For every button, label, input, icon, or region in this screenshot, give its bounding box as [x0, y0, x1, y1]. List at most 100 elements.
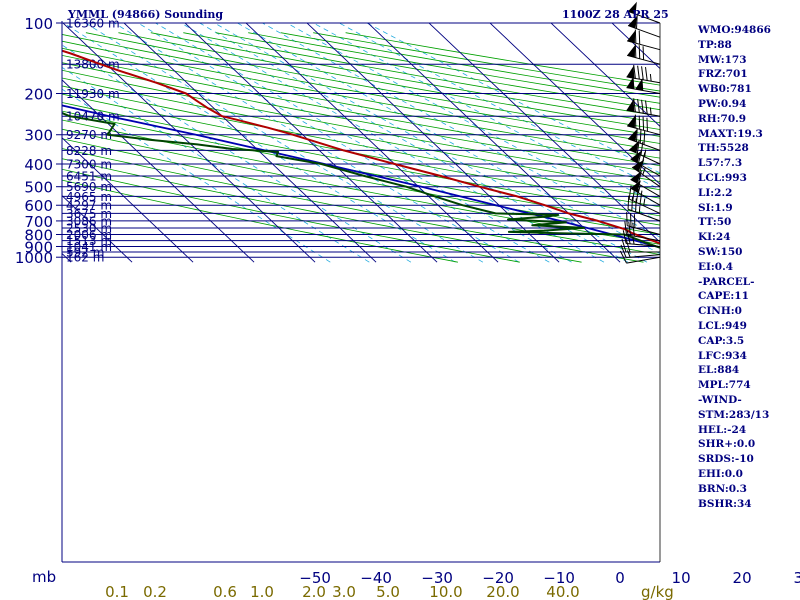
wind-barb-pennant	[626, 76, 635, 89]
height-label: 2006 m	[66, 228, 112, 242]
wind-barb-half-flag	[649, 107, 652, 115]
height-label: 16360 m	[66, 17, 120, 31]
mixing-ratio-line	[85, 23, 484, 263]
isotherm-line	[0, 21, 10, 262]
isotherm-line	[62, 23, 316, 263]
dry-adiabat-line	[62, 110, 660, 226]
wind-barb-staff	[627, 125, 661, 136]
wind-barb-staff	[627, 25, 661, 38]
wind-barb-flag	[628, 221, 631, 236]
pressure-tick-label: 1000	[15, 249, 53, 267]
dry-adiabat-line	[62, 93, 660, 208]
pressure-tick-label: 500	[24, 179, 53, 197]
height-label: 2530 m	[66, 221, 112, 235]
wind-barb	[627, 15, 661, 38]
height-label: 7300 m	[66, 158, 112, 172]
height-label: 162 m	[66, 251, 104, 265]
index-item: CINH:0	[698, 305, 742, 318]
wind-barb-flag	[637, 65, 640, 80]
mixing-ratio-line	[366, 23, 660, 174]
mixing-ratio-unit: g/kg	[641, 583, 674, 600]
index-item: BSHR:34	[698, 497, 752, 510]
isotherm-line	[245, 23, 499, 263]
wind-barb	[626, 76, 661, 94]
mixing-ratio-line	[286, 23, 660, 223]
pressure-tick-label: 100	[24, 15, 53, 33]
temperature-tick-label: −20	[482, 569, 514, 587]
isotherm-lines	[0, 21, 660, 263]
index-item: SI:1.9	[698, 201, 733, 214]
wind-barb-half-flag	[643, 198, 646, 206]
height-labels: 16360 m 13800 m 11930 m 10470 m 9270 m 8228 m…	[66, 17, 120, 265]
mixing-ratio-axis: 0.1 0.2 0.6 1.0 2.0 3.0 5.0 10.0 20.0 40.0 g/kg	[105, 583, 674, 600]
temperature-tick-label: −10	[543, 569, 575, 587]
wind-barb-flag	[620, 244, 627, 258]
mixing-ratio-line	[199, 23, 629, 263]
temperature-axis: −50−40−30−20−10010203040	[299, 569, 800, 587]
mixing-ratio-label: 3.0	[332, 583, 356, 600]
wind-barb-pennant	[632, 160, 644, 172]
wind-barb-flag	[643, 130, 646, 145]
wind-barb	[627, 1, 661, 24]
isotherm-line	[489, 23, 660, 185]
wind-barb	[628, 139, 661, 165]
wind-barb-staff	[627, 40, 661, 51]
dry-adiabat-line	[62, 47, 660, 159]
wind-barb-flag	[622, 230, 627, 244]
dry-adiabat-line	[62, 158, 582, 263]
isotherm-line	[611, 23, 660, 70]
isotherm-line	[62, 137, 194, 263]
dry-adiabat-line	[62, 54, 660, 167]
wind-barb-staff	[626, 87, 661, 94]
wind-barb	[627, 29, 661, 51]
wind-barb-flag	[636, 15, 638, 29]
wind-barb-staff	[626, 234, 661, 242]
index-item: SHR+:0.0	[698, 438, 756, 451]
mixing-ratio-label: 5.0	[376, 583, 400, 600]
wind-barb-flag	[634, 44, 637, 58]
wind-barb	[626, 64, 661, 84]
mixing-ratio-line	[180, 23, 605, 263]
pressure-tick-label: 700	[24, 213, 53, 231]
mixing-ratio-line	[262, 23, 660, 238]
wind-barb-staff	[627, 225, 661, 235]
pressure-tick-label: 300	[24, 127, 53, 145]
mixing-ratio-label: 40.0	[546, 583, 579, 600]
temperature-tick-label: −40	[360, 569, 392, 587]
isotherm-line	[550, 23, 660, 128]
height-label: 3675 m	[66, 207, 112, 221]
wind-barb-flag	[638, 45, 641, 59]
height-label: 5690 m	[66, 180, 112, 194]
wind-barb-staff	[627, 208, 661, 222]
wind-barb-flag	[642, 116, 645, 131]
mixing-ratio-line	[155, 23, 572, 263]
wind-barb-pennant	[627, 30, 636, 43]
wind-barb-flag	[632, 222, 635, 237]
wind-barb-half-flag	[637, 185, 641, 193]
index-item: LCL:949	[698, 319, 747, 332]
dry-adiabat-line	[62, 62, 660, 174]
wind-barb-flag	[628, 185, 632, 200]
height-label: 4297 m	[66, 199, 112, 213]
isobar-lines	[62, 22, 660, 258]
wind-barb-flag	[635, 188, 639, 203]
height-label: 1513 m	[66, 234, 112, 248]
temperature-tick-label: 20	[733, 569, 752, 587]
wind-barb-flag	[638, 115, 641, 130]
dry-adiabat-line	[62, 102, 660, 217]
index-item: TT:50	[698, 216, 732, 229]
height-label: 4965 m	[66, 190, 112, 204]
wind-barb-flag	[641, 152, 646, 166]
isotherm-line	[306, 23, 560, 263]
height-label: 592 m	[66, 245, 104, 259]
wind-barb	[624, 221, 661, 242]
dry-adiabat-line	[62, 119, 660, 235]
dewpoint-profile-line	[62, 111, 660, 249]
wind-barb-flag	[633, 214, 636, 228]
wind-barb-flag	[645, 66, 648, 81]
wind-barb-pennant	[628, 1, 637, 15]
temperature-tick-label: 30	[794, 569, 800, 587]
wind-barb-staff	[627, 10, 661, 24]
wind-barb-flag	[621, 238, 627, 253]
